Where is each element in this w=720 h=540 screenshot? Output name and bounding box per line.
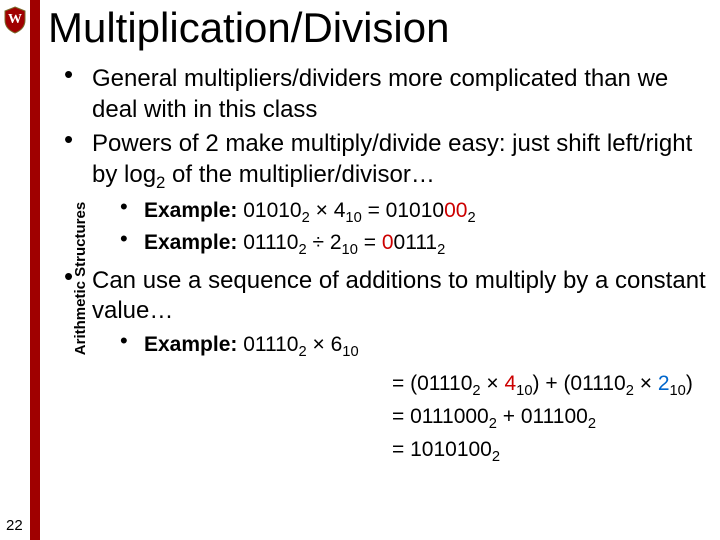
subscript: 2 — [156, 173, 165, 192]
example-text: × 6 — [307, 333, 343, 356]
calc-text: ) — [686, 372, 693, 395]
subscript: 2 — [299, 344, 307, 360]
example-text: = — [358, 231, 382, 254]
highlighted-digits: 2 — [658, 372, 670, 395]
example-item: Example: 011102 ÷ 210 = 001112 — [120, 229, 720, 261]
subscript: 2 — [299, 243, 307, 259]
calc-text: = 1010100 — [392, 438, 492, 461]
example-text: 01110 — [237, 333, 298, 356]
bullet-text: of the multiplier/divisor… — [165, 161, 434, 188]
calc-text: × — [481, 372, 505, 395]
calc-text: + 011100 — [497, 405, 588, 428]
calc-line: = 01110002 + 0111002 — [392, 402, 720, 435]
calculation-block: = (011102 × 410) + (011102 × 210) = 0111… — [392, 369, 720, 467]
example-item: Example: 010102 × 410 = 01010002 — [120, 197, 720, 229]
subscript: 2 — [492, 449, 500, 465]
university-crest-icon: W — [3, 6, 27, 34]
subscript: 2 — [588, 416, 596, 432]
slide-content: Multiplication/Division General multipli… — [44, 0, 720, 471]
subscript: 10 — [342, 243, 358, 259]
example-label: Example: — [144, 231, 237, 254]
page-number: 22 — [6, 517, 23, 534]
calc-line: = 10101002 — [392, 435, 720, 468]
sub-bullet-list: Example: 010102 × 410 = 01010002 Example… — [92, 197, 720, 261]
calc-text: = (01110 — [392, 372, 472, 395]
highlighted-digits: 0 — [382, 231, 394, 254]
example-text: 01110 — [237, 231, 298, 254]
bullet-text: General multipliers/dividers more compli… — [92, 65, 668, 123]
subscript: 2 — [437, 243, 445, 259]
bullet-item: General multipliers/dividers more compli… — [64, 64, 720, 125]
bullet-item: Powers of 2 make multiply/divide easy: j… — [64, 129, 720, 261]
highlighted-digits: 00 — [444, 199, 467, 222]
bullet-text: Can use a sequence of additions to multi… — [92, 267, 706, 325]
subscript: 2 — [302, 211, 310, 227]
subscript: 10 — [342, 344, 358, 360]
subscript: 2 — [467, 211, 475, 227]
subscript: 2 — [489, 416, 497, 432]
subscript: 10 — [345, 211, 361, 227]
red-accent-bar — [30, 0, 40, 540]
calc-text: ) + (01110 — [533, 372, 626, 395]
example-text: ÷ 2 — [307, 231, 342, 254]
svg-text:W: W — [8, 12, 22, 27]
slide-title: Multiplication/Division — [48, 4, 720, 52]
sub-bullet-list: Example: 011102 × 610 — [92, 331, 720, 363]
example-text: × 4 — [310, 199, 346, 222]
calc-text: = 0111000 — [392, 405, 489, 428]
subscript: 2 — [626, 383, 634, 399]
subscript: 10 — [516, 383, 532, 399]
calc-line: = (011102 × 410) + (011102 × 210) — [392, 369, 720, 402]
example-label: Example: — [144, 199, 237, 222]
calc-text: × — [634, 372, 658, 395]
subscript: 10 — [670, 383, 686, 399]
example-text: 01010 — [237, 199, 301, 222]
highlighted-digits: 4 — [504, 372, 516, 395]
example-text: 0111 — [394, 231, 438, 254]
subscript: 2 — [472, 383, 480, 399]
bullet-item: Can use a sequence of additions to multi… — [64, 266, 720, 468]
example-label: Example: — [144, 333, 237, 356]
example-item: Example: 011102 × 610 — [120, 331, 720, 363]
bullet-list: General multipliers/dividers more compli… — [44, 64, 720, 467]
example-text: = 01010 — [362, 199, 444, 222]
